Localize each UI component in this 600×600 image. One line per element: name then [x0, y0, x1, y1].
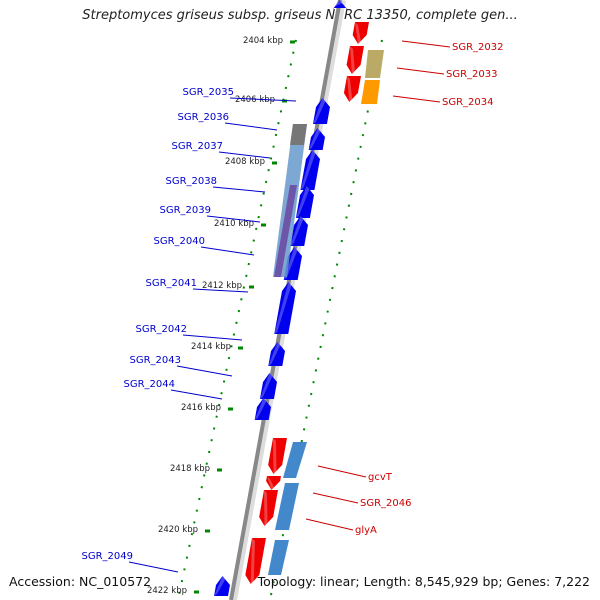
gene-arrow — [268, 438, 287, 474]
gene-arrow — [245, 538, 266, 584]
accession-text: Accession: NC_010572 — [9, 574, 152, 589]
gene-highlight — [300, 150, 316, 190]
gene-label-right: SGR_2032 — [452, 42, 504, 53]
gene-highlight — [274, 282, 292, 334]
feature-block-gray — [290, 124, 307, 145]
gene-label-right: SGR_2033 — [446, 69, 498, 80]
gene-leader-line — [392, 95, 441, 103]
gene-arrow — [259, 490, 278, 526]
gene-label-right: gcvT — [368, 472, 393, 483]
scale-ticks: 2404 kbp 2406 kbp 2408 kbp 2410 kbp 2412 kbp… — [147, 36, 295, 596]
gene-leader-line — [229, 97, 297, 102]
gene-leader-line — [224, 122, 278, 131]
gene-arrow — [346, 46, 364, 74]
scale-tick-label: 2422 kbp — [147, 586, 187, 596]
gene-highlight — [295, 186, 310, 218]
gene-highlight — [333, 0, 343, 8]
gene-highlight — [259, 373, 273, 399]
gene-highlight — [350, 46, 355, 74]
gene-leader-line — [212, 186, 266, 193]
gene-highlight — [267, 476, 275, 490]
gene-arrow — [290, 216, 308, 246]
gene-label-left: SGR_2041 — [146, 278, 198, 289]
gene-arrow — [259, 373, 277, 399]
scale-tick-label: 2404 kbp — [243, 36, 283, 46]
gene-labels: SGR_2035 SGR_2036 SGR_2037 SGR_2038 SGR_2039… — [82, 40, 504, 573]
gene-label-left: SGR_2042 — [136, 324, 188, 335]
scale-tick-label: 2408 kbp — [225, 157, 265, 167]
gene-label-right: SGR_2046 — [360, 498, 412, 509]
feature-block-orange — [361, 80, 380, 104]
gene-leader-line — [206, 215, 261, 223]
gene-arrow — [308, 128, 325, 150]
gene-highlight — [290, 216, 304, 246]
gene-highlight — [250, 538, 255, 584]
gene-leader-line — [396, 67, 445, 75]
gene-arrow — [333, 0, 348, 9]
gene-label-right: glyA — [355, 525, 377, 536]
gene-arrow — [274, 282, 296, 334]
summary-text: Topology: linear; Length: 8,545,929 bp; … — [257, 574, 590, 589]
gene-highlight — [268, 342, 281, 366]
gene-highlight — [264, 490, 268, 526]
gene-label-left: SGR_2037 — [172, 141, 224, 152]
feature-block-khaki — [365, 50, 384, 78]
gene-features — [214, 0, 384, 596]
gene-leader-line — [192, 288, 249, 293]
feature-block-steel — [283, 442, 307, 478]
gene-leader-line — [128, 561, 179, 573]
gene-leader-line — [200, 246, 255, 256]
gene-arrow — [295, 186, 314, 218]
feature-block-steel — [268, 540, 289, 575]
scale-tick-label: 2420 kbp — [158, 525, 198, 535]
gene-highlight — [308, 128, 321, 150]
scale-tick-label: 2406 kbp — [235, 95, 275, 105]
gene-label-left: SGR_2040 — [154, 236, 206, 247]
gene-label-left: SGR_2039 — [160, 205, 212, 216]
scale-tick-label: 2412 kbp — [202, 281, 242, 291]
gene-arrow — [214, 576, 230, 596]
genome-title: Streptomyces griseus subsp. griseus NBRC… — [82, 8, 518, 23]
gene-label-left: SGR_2038 — [166, 176, 218, 187]
gene-label-left: SGR_2035 — [183, 87, 235, 98]
gene-leader-line — [170, 389, 223, 400]
gene-leader-line — [176, 365, 233, 377]
feature-block-purple — [274, 185, 297, 277]
gene-arrow — [352, 22, 369, 44]
gene-highlight — [347, 76, 353, 102]
gene-leader-line — [312, 492, 359, 504]
gene-highlight — [273, 438, 277, 474]
scale-tick-label: 2410 kbp — [214, 219, 254, 229]
scale-tick-label: 2416 kbp — [181, 403, 221, 413]
scale-tick-label: 2414 kbp — [191, 342, 231, 352]
gene-arrow — [266, 476, 281, 490]
gene-arrow — [343, 76, 361, 102]
gene-leader-line — [317, 465, 367, 478]
gene-highlight — [355, 22, 362, 44]
gene-label-right: SGR_2034 — [442, 97, 494, 108]
gene-highlight — [254, 398, 267, 420]
scale-tick-label: 2418 kbp — [170, 464, 210, 474]
gene-arrow — [283, 247, 302, 280]
gene-label-left: SGR_2036 — [178, 112, 230, 123]
gene-label-left: SGR_2044 — [124, 379, 176, 390]
gene-arrow — [268, 342, 285, 366]
gene-arrow — [254, 398, 271, 420]
gene-leader-line — [182, 334, 243, 341]
gene-highlight — [214, 576, 226, 596]
gene-arrow — [300, 150, 320, 190]
feature-block-steel — [275, 483, 299, 530]
gene-label-left: SGR_2043 — [130, 355, 182, 366]
gene-leader-line — [218, 151, 271, 159]
gene-label-left: SGR_2049 — [82, 551, 134, 562]
gene-leader-line — [401, 40, 451, 48]
gene-arrow — [312, 98, 330, 124]
gene-leader-line — [305, 518, 354, 531]
gene-highlight — [312, 98, 326, 124]
